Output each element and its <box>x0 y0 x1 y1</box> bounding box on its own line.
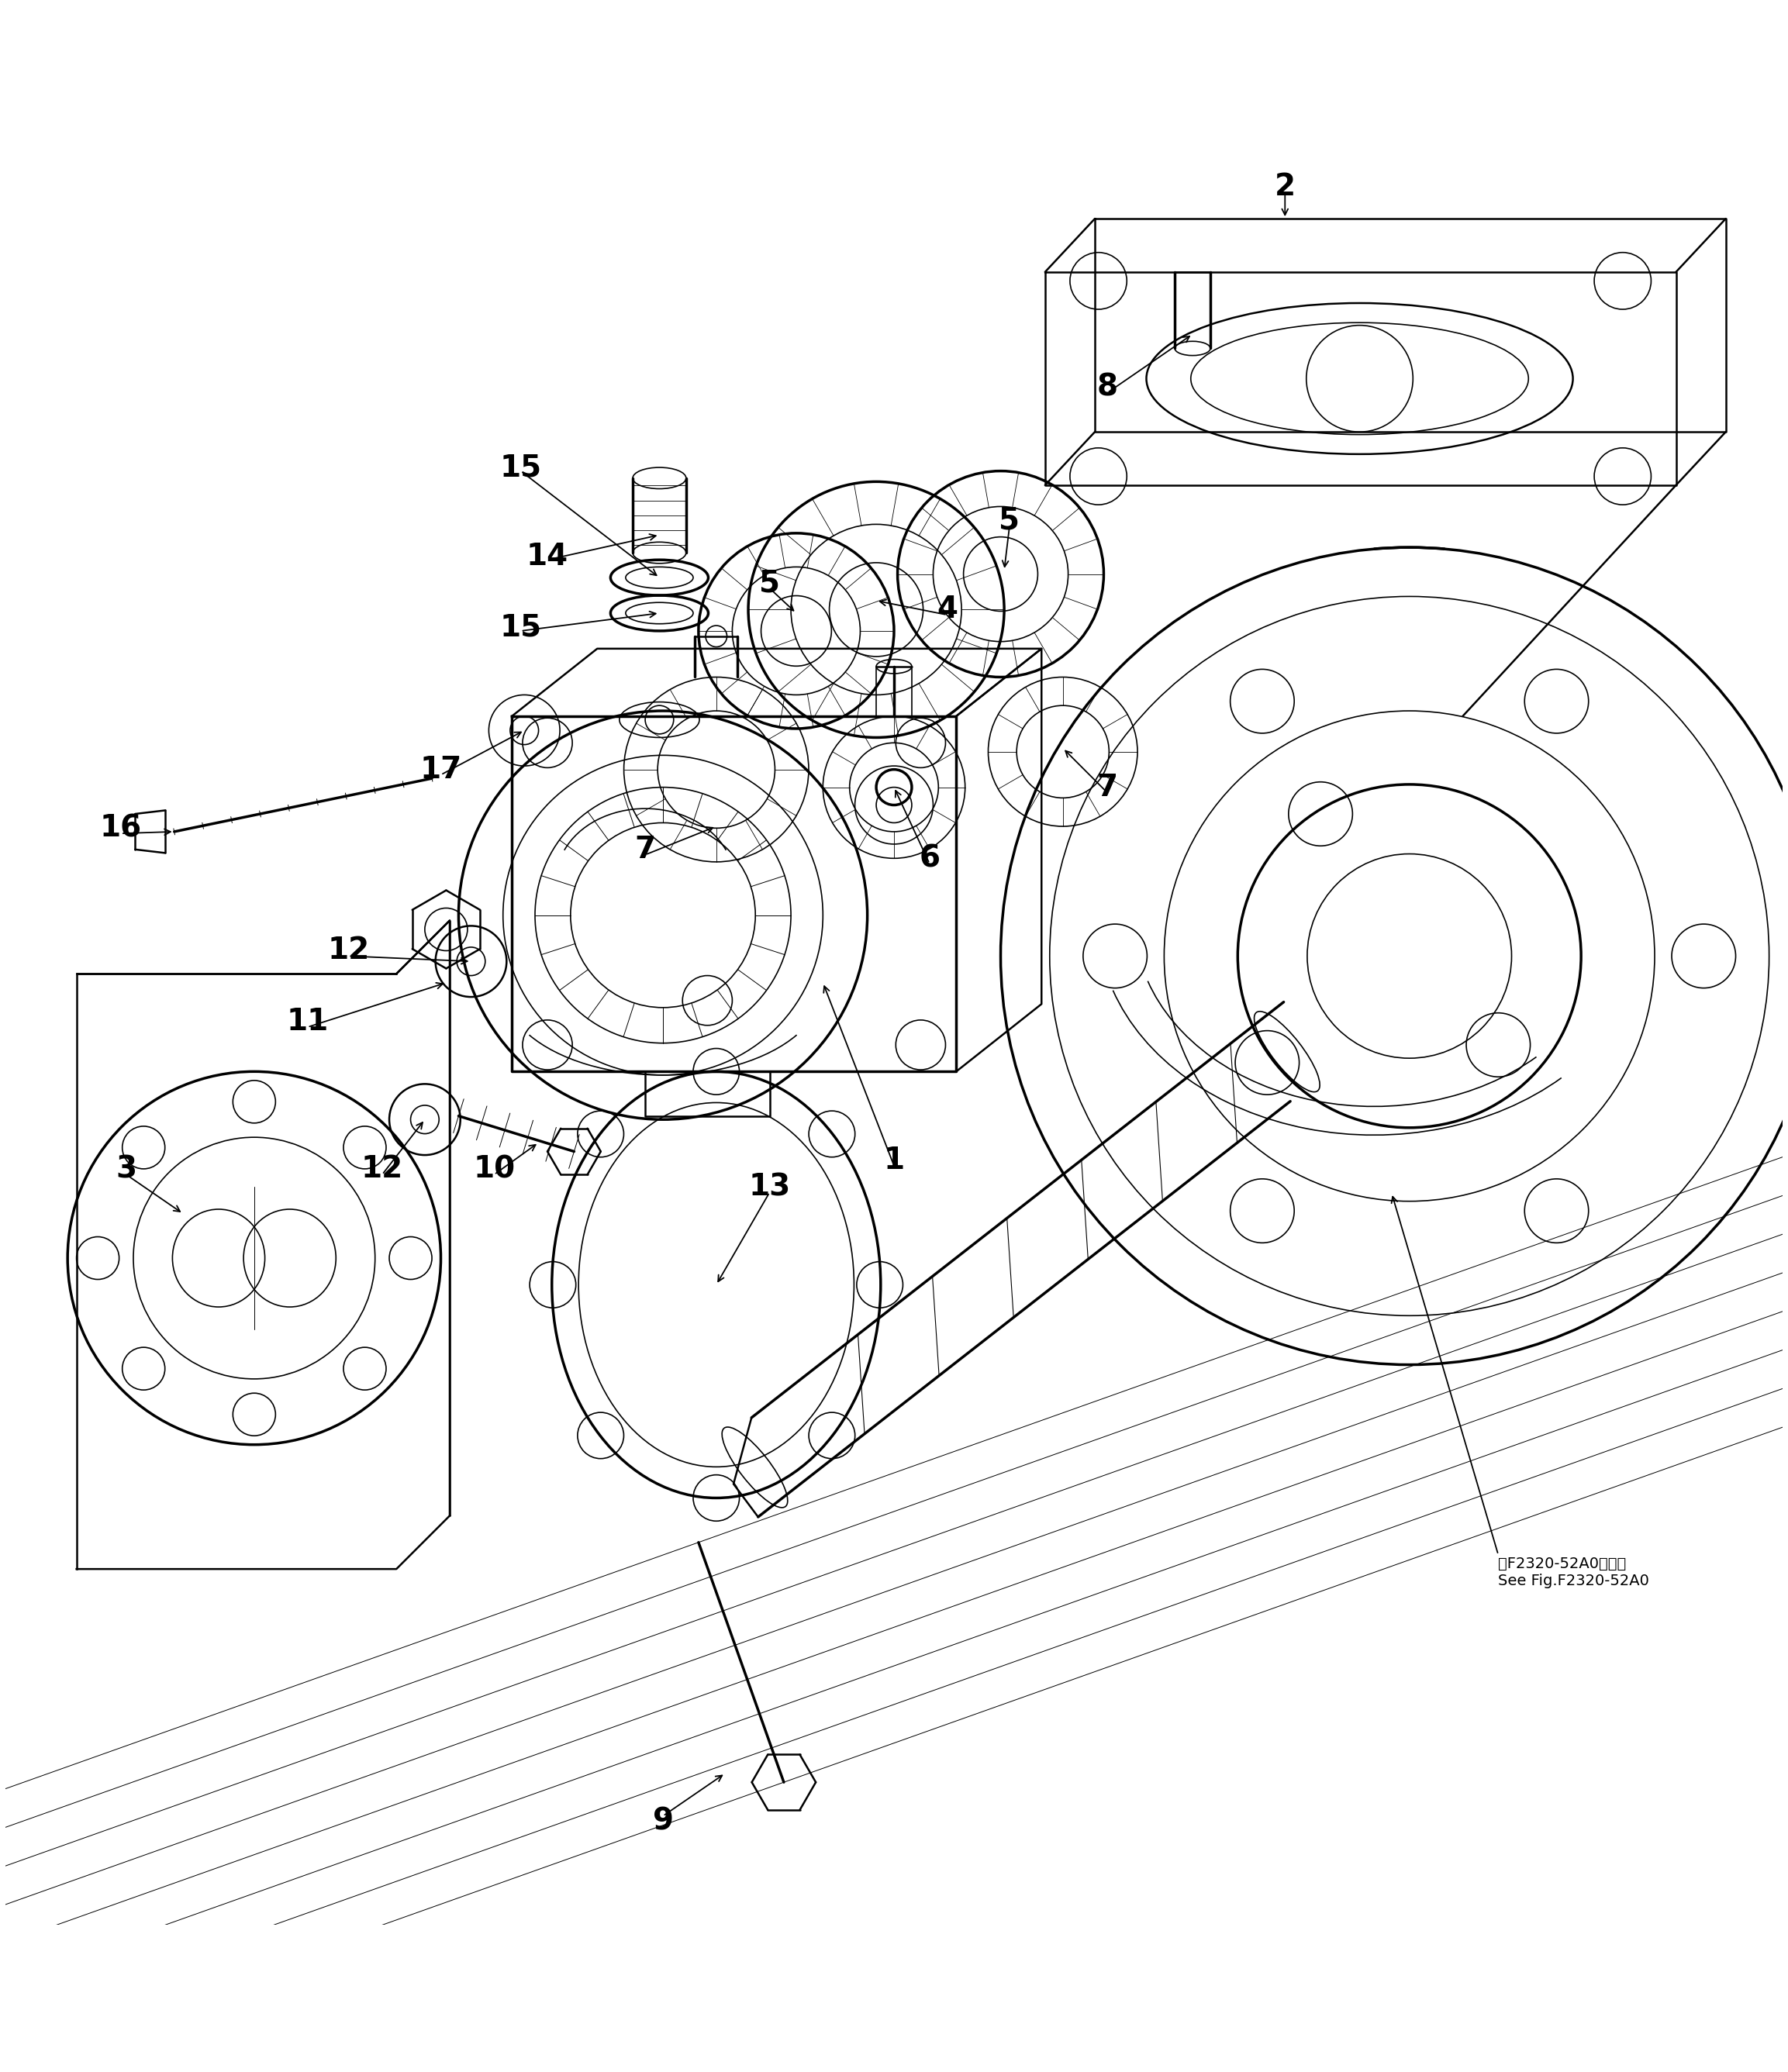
Text: 10: 10 <box>474 1154 515 1183</box>
Text: 8: 8 <box>1096 373 1118 402</box>
Text: 12: 12 <box>361 1154 402 1183</box>
Text: 3: 3 <box>116 1154 136 1183</box>
Text: 4: 4 <box>937 595 958 624</box>
Text: 15: 15 <box>501 613 542 642</box>
Text: 2: 2 <box>1275 172 1296 201</box>
Text: 12: 12 <box>327 937 370 966</box>
Text: 1: 1 <box>883 1146 905 1175</box>
Text: 15: 15 <box>501 452 542 483</box>
Text: 17: 17 <box>420 754 461 783</box>
Text: 9: 9 <box>653 1807 674 1836</box>
Text: 6: 6 <box>919 843 940 872</box>
Text: 7: 7 <box>1096 773 1118 802</box>
Text: 16: 16 <box>100 814 141 843</box>
Text: 7: 7 <box>635 835 656 864</box>
Text: 第F2320-52A0図参照
See Fig.F2320-52A0: 第F2320-52A0図参照 See Fig.F2320-52A0 <box>1498 1556 1649 1589</box>
Text: 5: 5 <box>760 568 780 597</box>
Text: 14: 14 <box>526 541 569 572</box>
Text: 5: 5 <box>999 506 1019 535</box>
Text: 11: 11 <box>286 1007 329 1036</box>
Text: 13: 13 <box>749 1173 790 1202</box>
